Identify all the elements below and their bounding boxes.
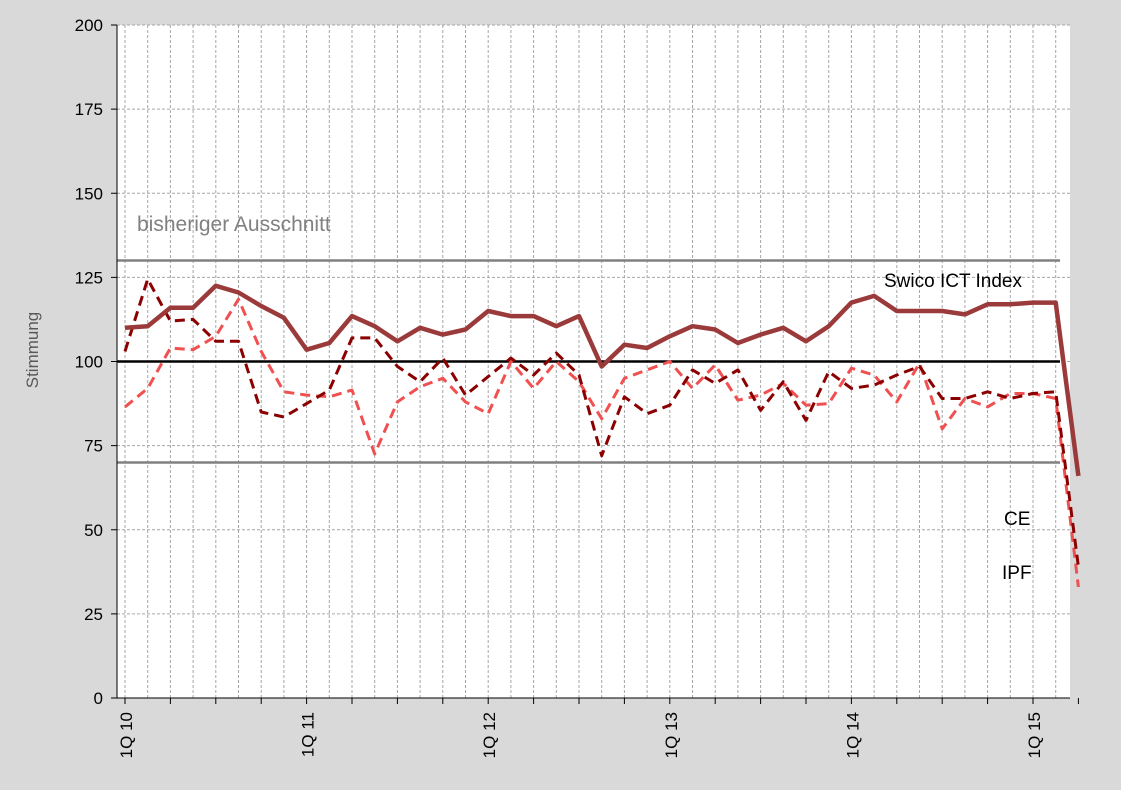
series-lines: [123, 277, 1081, 588]
x-tick-label: 1Q 15: [1025, 712, 1044, 758]
reference-lines: [117, 259, 1060, 464]
y-tick-label: 75: [84, 437, 103, 456]
series-line-ce: [123, 277, 1080, 567]
y-tick-label: 100: [75, 353, 103, 372]
y-axis-label: Stimmung: [23, 312, 42, 389]
series-line-ipf: [124, 297, 1080, 588]
series-label-ce: CE: [1004, 509, 1030, 530]
y-tick-label: 175: [75, 100, 103, 119]
y-tick-label: 150: [75, 184, 103, 203]
series-label-swico-ict-index: Swico ICT Index: [884, 271, 1022, 292]
y-tick-label: 50: [84, 521, 103, 540]
x-tick-label: 1Q 13: [662, 712, 681, 758]
x-tick-label: 1Q 10: [117, 712, 136, 758]
series-label-ipf: IPF: [1002, 563, 1032, 584]
series-line-swico-ict-index: [124, 283, 1081, 477]
y-tick-label: 125: [75, 268, 103, 287]
axes: 0 25 50 75 100 125 150 175 200 1Q 10 1Q 11 1Q 12 1Q …: [75, 16, 1079, 758]
x-tick-label: 1Q 12: [480, 712, 499, 758]
x-tick-label: 1Q 14: [843, 712, 862, 758]
y-tick-label: 25: [84, 605, 103, 624]
x-tick-label: 1Q 11: [299, 712, 318, 757]
band-label: bisheriger Ausschnitt: [137, 213, 331, 236]
y-tick-label: 0: [94, 689, 103, 708]
y-tick-label: 200: [75, 16, 103, 35]
